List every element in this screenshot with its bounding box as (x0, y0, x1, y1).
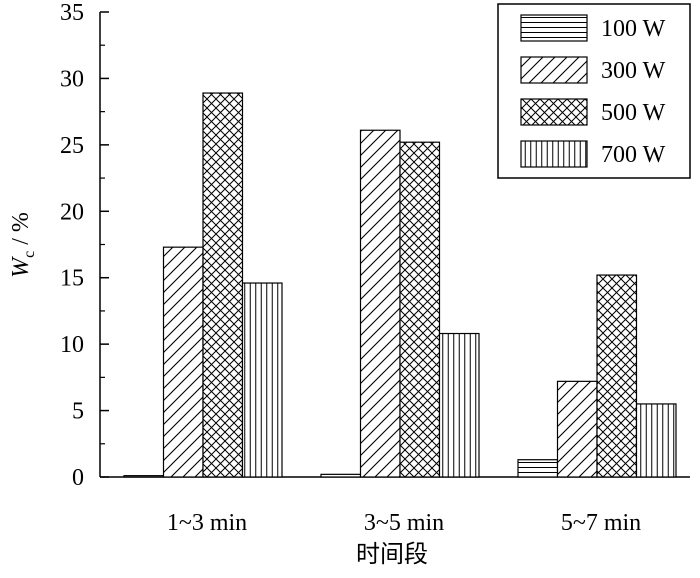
bar-2-2 (359, 129, 401, 478)
x-tick-labels: 1~3 min 3~5 min 5~7 min (167, 510, 641, 536)
y-tick-label-0: 0 (72, 465, 84, 491)
y-tick-label-7: 35 (60, 0, 84, 26)
y-axis-label-sub: c (21, 251, 38, 258)
bar-3-1 (517, 459, 559, 478)
bars (123, 92, 677, 478)
x-tick-label-3: 5~7 min (561, 510, 641, 536)
y-tick-label-4: 20 (60, 199, 84, 225)
bar-1-1 (123, 475, 165, 478)
legend: 100 W 300 W 500 W 700 W (520, 14, 666, 168)
y-axis-label-main: W (8, 256, 34, 278)
y-axis-label-unit: / % (8, 212, 34, 251)
legend-label-4: 700 W (601, 142, 666, 168)
x-axis-label: 时间段 (356, 541, 428, 568)
y-tick-label-1: 5 (72, 399, 84, 425)
bar-3-3 (596, 274, 638, 478)
bar-3-2 (556, 380, 598, 478)
bar-1-3 (202, 92, 244, 478)
legend-swatch-1 (520, 14, 588, 42)
y-tick-label-2: 10 (60, 332, 84, 358)
y-axis-label: Wc / % (8, 212, 38, 278)
y-tick-label-5: 25 (60, 133, 84, 159)
legend-swatch-2 (520, 56, 588, 84)
bar-2-3 (399, 141, 441, 478)
legend-label-2: 300 W (601, 58, 666, 84)
bar-2-1 (320, 473, 362, 478)
bar-3-4 (635, 403, 677, 478)
y-tick-label-6: 30 (60, 66, 84, 92)
bar-1-2 (162, 246, 204, 478)
x-tick-label-1: 1~3 min (167, 510, 247, 536)
legend-label-1: 100 W (601, 16, 666, 42)
legend-swatch-3 (520, 98, 588, 126)
x-tick-label-2: 3~5 min (364, 510, 444, 536)
bar-1-4 (241, 282, 283, 478)
bar-2-4 (438, 332, 480, 478)
legend-swatch-4 (520, 140, 588, 168)
legend-label-3: 500 W (601, 100, 666, 126)
y-ticks: 0 5 10 15 20 25 30 35 (60, 0, 109, 491)
y-tick-label-3: 15 (60, 266, 84, 292)
